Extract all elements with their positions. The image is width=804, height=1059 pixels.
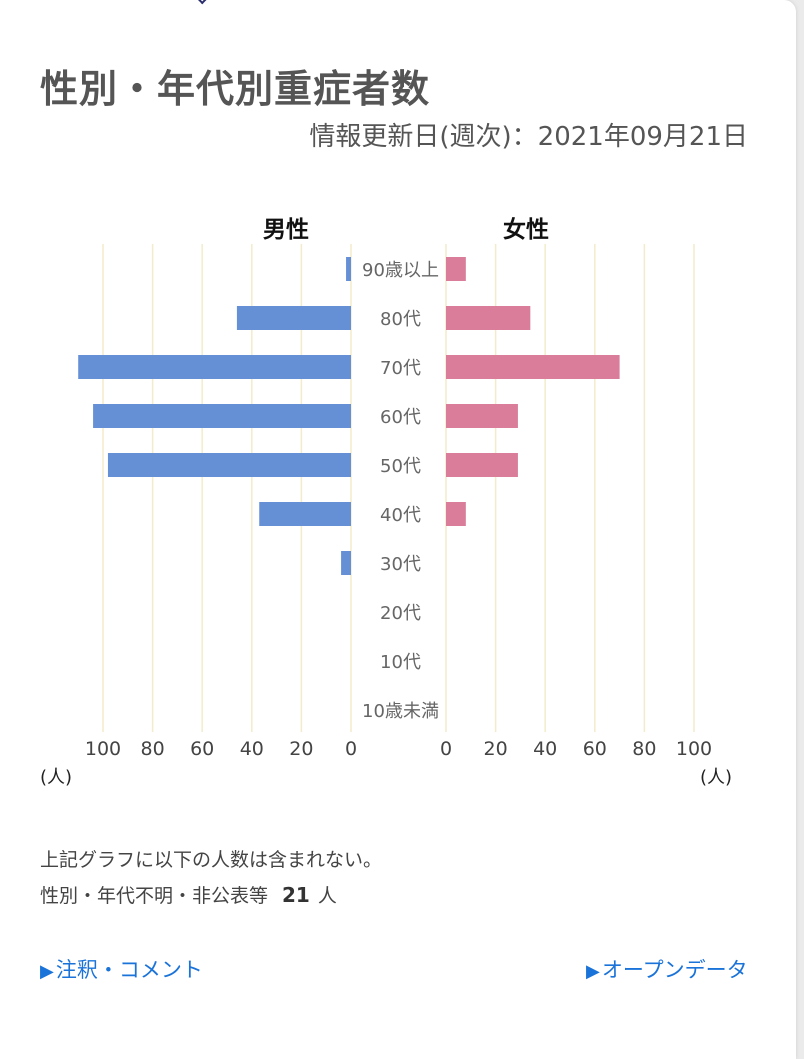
x-tick-left-100: 100 bbox=[85, 738, 121, 760]
category-label-3: 60代 bbox=[380, 407, 421, 428]
note-excluded: 上記グラフに以下の人数は含まれない。 bbox=[40, 849, 383, 871]
bar-male-1 bbox=[236, 306, 351, 330]
bar-female-3 bbox=[446, 404, 518, 428]
legend-male: 男性 bbox=[263, 217, 309, 243]
x-tick-right-0: 0 bbox=[440, 738, 452, 760]
bar-male-3 bbox=[93, 404, 351, 428]
pyramid-chart: 0 0 20 20 40 40 60 60 80 80 100 100 90歳以上 80代 70代 60代 50… bbox=[78, 244, 712, 760]
x-tick-left-40: 40 bbox=[240, 738, 264, 760]
bar-female-1 bbox=[446, 306, 531, 330]
category-label-1: 80代 bbox=[380, 309, 421, 330]
x-tick-right-20: 20 bbox=[484, 738, 508, 760]
category-label-0: 90歳以上 bbox=[362, 260, 439, 281]
triangle-right-icon: ▶ bbox=[586, 961, 600, 982]
x-tick-left-80: 80 bbox=[141, 738, 165, 760]
bar-female-4 bbox=[446, 453, 518, 477]
opendata-link[interactable]: ▶オープンデータ bbox=[586, 954, 748, 984]
category-label-9: 10歳未満 bbox=[362, 701, 439, 722]
x-tick-right-40: 40 bbox=[533, 738, 557, 760]
legend-female: 女性 bbox=[503, 217, 549, 243]
bar-male-6 bbox=[341, 551, 351, 575]
bar-female-2 bbox=[446, 355, 620, 379]
note-unknown-unit: 人 bbox=[317, 885, 337, 907]
bar-male-4 bbox=[107, 453, 352, 477]
bar-male-0 bbox=[346, 257, 351, 281]
x-tick-right-80: 80 bbox=[632, 738, 656, 760]
x-tick-right-60: 60 bbox=[583, 738, 607, 760]
comment-link[interactable]: ▶注釈・コメント bbox=[40, 954, 203, 984]
x-tick-right-100: 100 bbox=[676, 738, 712, 760]
opendata-link-label: オープンデータ bbox=[601, 958, 748, 982]
x-tick-left-60: 60 bbox=[190, 738, 214, 760]
comment-link-label: 注釈・コメント bbox=[55, 958, 203, 982]
unit-label-right: (人) bbox=[700, 767, 733, 788]
note-unknown: 性別・年代不明・非公表等 21 人 bbox=[40, 881, 337, 908]
note-unknown-label: 性別・年代不明・非公表等 bbox=[40, 885, 269, 907]
note-unknown-count: 21 bbox=[282, 883, 310, 907]
category-label-5: 40代 bbox=[380, 505, 421, 526]
bar-female-5 bbox=[446, 502, 466, 526]
x-tick-left-0: 0 bbox=[345, 738, 357, 760]
category-label-4: 50代 bbox=[380, 456, 421, 477]
page-title: 性別・年代別重症者数 bbox=[40, 67, 431, 111]
category-label-8: 10代 bbox=[380, 652, 421, 673]
triangle-right-icon: ▶ bbox=[40, 961, 54, 982]
bar-male-5 bbox=[259, 502, 351, 526]
category-label-6: 30代 bbox=[380, 554, 421, 575]
category-label-2: 70代 bbox=[380, 358, 421, 379]
x-tick-left-20: 20 bbox=[289, 738, 313, 760]
updated-date: 情報更新日(週次)：2021年09月21日 bbox=[309, 122, 748, 152]
category-label-7: 20代 bbox=[380, 603, 421, 624]
unit-label-left: (人) bbox=[40, 767, 73, 788]
bar-female-0 bbox=[446, 257, 466, 281]
bar-male-2 bbox=[78, 355, 351, 379]
